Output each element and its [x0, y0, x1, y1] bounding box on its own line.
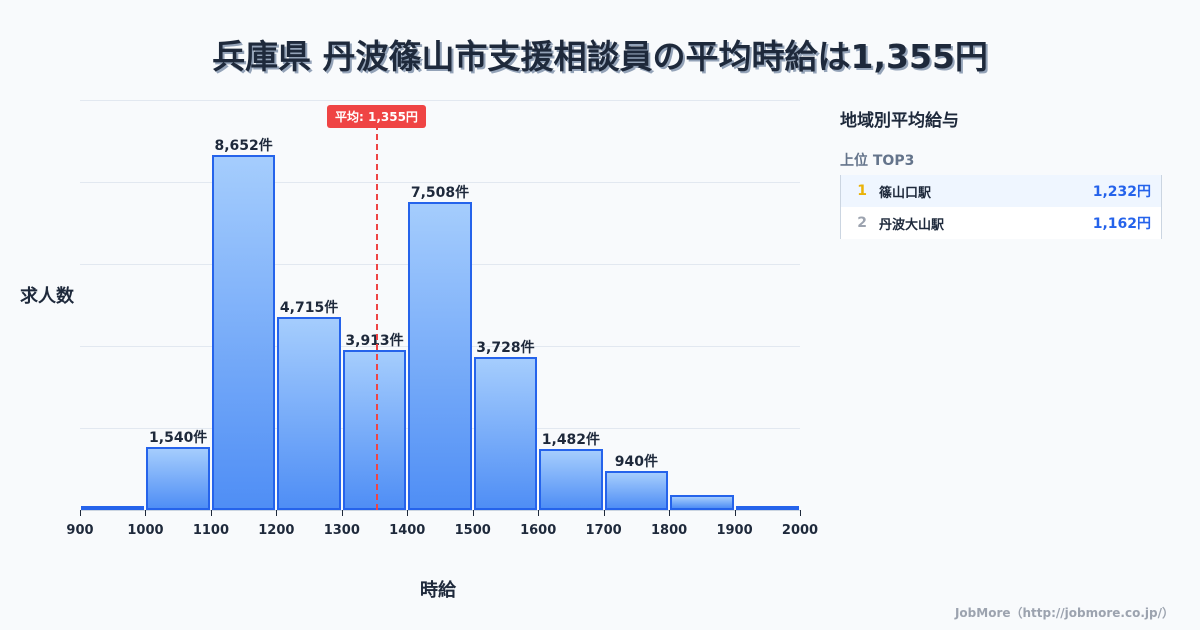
x-tick-label: 1400	[389, 523, 426, 538]
rank-number: 1	[857, 183, 867, 199]
station-name: 丹波大山駅	[879, 217, 945, 233]
x-tick-label: 1200	[258, 523, 295, 538]
x-tick	[276, 510, 278, 516]
ranking-item: 2 丹波大山駅 1,162円	[841, 207, 1161, 239]
x-axis	[80, 510, 800, 511]
x-tick	[800, 510, 801, 516]
regional-salary-title: 地域別平均給与	[840, 111, 959, 131]
x-tick	[538, 510, 540, 516]
x-tick	[210, 510, 212, 516]
bar-value-label: 8,652件	[214, 138, 273, 155]
page-title: 兵庫県 丹波篠山市支援相談員の平均時給は1,355円	[212, 37, 988, 76]
bar-value-label: 940件	[614, 454, 658, 471]
gridline	[80, 100, 800, 101]
bar-value-label: 4,715件	[279, 299, 339, 316]
x-tick	[341, 510, 343, 516]
gridline	[80, 182, 800, 183]
histogram-bar	[735, 505, 799, 510]
y-axis-label: 求人数	[20, 286, 74, 307]
histogram-bar	[408, 202, 472, 510]
x-tick	[472, 510, 474, 516]
histogram-bar	[277, 316, 341, 510]
x-tick	[145, 510, 147, 516]
x-tick-label: 1000	[127, 523, 164, 538]
ranking-item: 1 篠山口駅 1,232円	[841, 175, 1161, 207]
top3-subtitle: 上位 TOP3	[840, 153, 915, 169]
x-tick	[734, 510, 736, 516]
bar-value-label: 1,540件	[149, 429, 208, 446]
bar-value-label: 3,913件	[345, 332, 404, 349]
bar-value-label: 1,482件	[541, 432, 601, 449]
x-tick-label: 1300	[323, 523, 360, 538]
x-tick	[407, 510, 409, 516]
bar-value-label: 7,508件	[410, 185, 470, 202]
histogram-bar	[81, 506, 145, 510]
average-badge: 平均: 1,355円	[327, 105, 426, 128]
bar-value-label: 3,728件	[476, 340, 535, 357]
ranking-list: 1 篠山口駅 1,232円 2 丹波大山駅 1,162円	[840, 175, 1162, 239]
x-tick-label: 1900	[716, 523, 753, 538]
histogram-bar	[670, 494, 734, 510]
histogram-bar	[604, 471, 669, 510]
x-tick-label: 1500	[454, 523, 491, 538]
average-line	[376, 124, 378, 510]
x-tick	[603, 510, 605, 516]
x-tick-label: 1700	[585, 523, 622, 538]
x-tick-label: 1800	[650, 523, 688, 538]
x-tick	[669, 510, 671, 516]
rank-number: 2	[857, 215, 867, 231]
histogram-plot: 1,540件 8,652件 4,715件 3,913件 7,508件 3,728件 1,48…	[80, 100, 800, 510]
histogram-bar	[473, 357, 538, 510]
footer-credit: JobMore（http://jobmore.co.jp/）	[954, 606, 1174, 620]
x-axis-label: 時給	[420, 580, 456, 601]
histogram-bar	[211, 155, 276, 510]
x-tick-label: 1100	[192, 523, 229, 538]
average-wage: 1,232円	[1092, 184, 1151, 200]
x-tick-label: 900	[66, 523, 94, 538]
histogram-bar	[539, 449, 603, 510]
x-tick-label: 1600	[520, 523, 557, 538]
average-wage: 1,162円	[1092, 216, 1151, 232]
x-tick	[80, 510, 81, 516]
station-name: 篠山口駅	[879, 185, 932, 201]
histogram-bar	[146, 446, 210, 510]
histogram-bar	[342, 349, 407, 510]
x-tick-label: 2000	[781, 523, 819, 538]
